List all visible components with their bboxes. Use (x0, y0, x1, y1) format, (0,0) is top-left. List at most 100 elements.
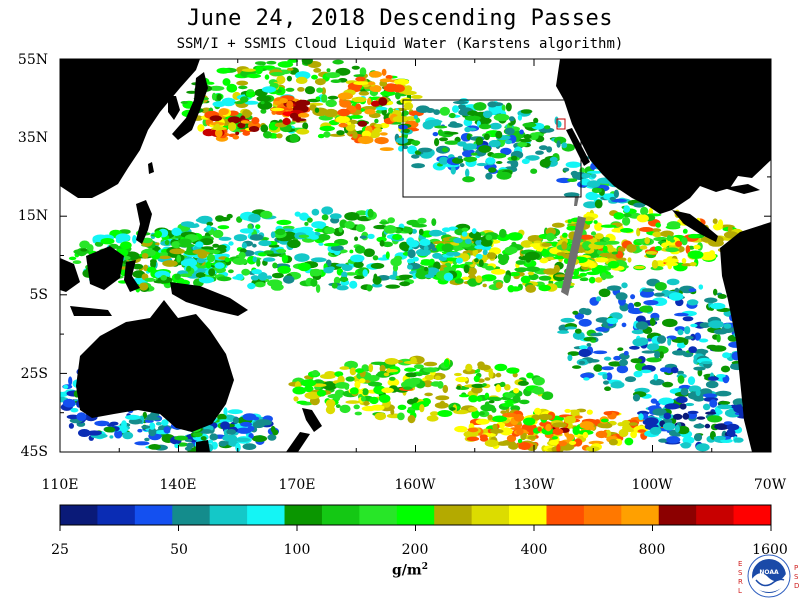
cloud-blob (155, 242, 160, 246)
cloud-blob (449, 121, 458, 126)
cloud-blob (519, 399, 530, 405)
cloud-blob (649, 317, 656, 327)
cloud-blob (154, 230, 163, 239)
cloud-blob (169, 248, 185, 255)
cloud-blob (486, 396, 501, 401)
cloud-blob (329, 213, 342, 220)
land-new-zealand-south (286, 432, 310, 452)
cloud-blob (352, 131, 358, 139)
cloud-blob (462, 368, 476, 375)
cloud-blob (375, 106, 388, 111)
cloud-blob (504, 246, 518, 254)
cloud-blob (248, 213, 261, 223)
map-title: June 24, 2018 Descending Passes (186, 6, 614, 31)
cloud-blob (561, 142, 568, 149)
cloud-blob (556, 140, 561, 148)
cloud-blob (519, 129, 524, 135)
cloud-blob (239, 248, 247, 253)
cloud-blob (80, 248, 88, 252)
cloud-blob (443, 266, 457, 271)
cloud-blob (145, 416, 161, 421)
cloud-blob (517, 438, 523, 444)
cloud-blob (403, 247, 409, 252)
cloud-blob (379, 240, 385, 247)
cloud-blob (263, 250, 274, 255)
cloud-blob (677, 375, 685, 384)
cloud-blob (321, 94, 328, 103)
cloud-blob (663, 412, 672, 420)
colorbar-unit: g/m2 (380, 562, 440, 579)
cloud-blob (179, 273, 193, 278)
land-tasmania (196, 440, 210, 452)
cloud-blob (438, 156, 449, 165)
cloud-blob (420, 153, 433, 159)
cloud-blob (602, 422, 613, 429)
cloud-blob (434, 402, 449, 409)
cloud-blob (450, 166, 456, 175)
cloud-blob (684, 335, 694, 340)
cloud-blob (660, 230, 674, 238)
colorbar-segment (434, 505, 473, 525)
cloud-blob (595, 326, 610, 332)
cloud-blob (431, 218, 437, 227)
cloud-blob (178, 238, 192, 245)
cloud-blob (325, 99, 337, 108)
cloud-blob (646, 357, 662, 363)
cloud-blob (530, 286, 536, 293)
cloud-blob (68, 376, 73, 386)
cloud-blob (408, 240, 419, 248)
cloud-blob (381, 387, 394, 394)
cloud-blob (588, 276, 596, 284)
cloud-blob (184, 438, 193, 442)
cloud-blob (501, 253, 510, 263)
cloud-blob (390, 257, 402, 267)
cloud-blob (519, 138, 532, 143)
cloud-blob (392, 115, 409, 123)
cloud-blob (363, 400, 370, 406)
cloud-blob (443, 272, 454, 282)
cloud-blob (335, 115, 350, 124)
cloud-blob (506, 434, 517, 442)
cloud-blob (609, 196, 616, 201)
cloud-blob (216, 276, 232, 282)
cloud-blob (384, 358, 399, 365)
colorbar-label-25: 25 (51, 542, 69, 558)
colorbar-segment (733, 505, 772, 525)
cloud-blob (425, 267, 440, 276)
cloud-blob (405, 372, 418, 378)
cloud-blob (386, 368, 391, 374)
cloud-blob (477, 364, 491, 371)
cloud-blob (695, 443, 710, 452)
cloud-blob (240, 120, 250, 124)
cloud-blob (336, 285, 349, 291)
cloud-blob (304, 385, 314, 393)
cloud-blob (718, 401, 731, 405)
cloud-blob (387, 217, 396, 224)
cloud-blob (653, 373, 658, 381)
cloud-blob (606, 317, 619, 324)
cloud-blob (666, 367, 673, 374)
cloud-blob (508, 116, 515, 122)
cloud-blob (455, 376, 469, 383)
cloud-blob (510, 159, 519, 169)
cloud-blob (471, 410, 480, 419)
cloud-blob (195, 272, 206, 279)
cloud-blob (304, 221, 309, 226)
cloud-blob (672, 350, 687, 356)
cloud-blob (304, 391, 321, 400)
cloud-blob (395, 91, 401, 100)
cloud-blob (374, 123, 383, 128)
cloud-blob (413, 114, 418, 120)
cloud-blob (316, 233, 331, 241)
cloud-blob (645, 251, 658, 255)
cloud-blob (647, 338, 652, 342)
cloud-blob (587, 359, 600, 363)
lat-label-55n: 55N (17, 52, 48, 68)
cloud-blob (227, 409, 243, 415)
land-korea (168, 96, 180, 120)
cloud-blob (346, 121, 352, 126)
cloud-blob (275, 228, 286, 236)
cloud-blob (444, 140, 460, 145)
cloud-blob (492, 423, 498, 430)
cloud-blob (627, 257, 632, 263)
